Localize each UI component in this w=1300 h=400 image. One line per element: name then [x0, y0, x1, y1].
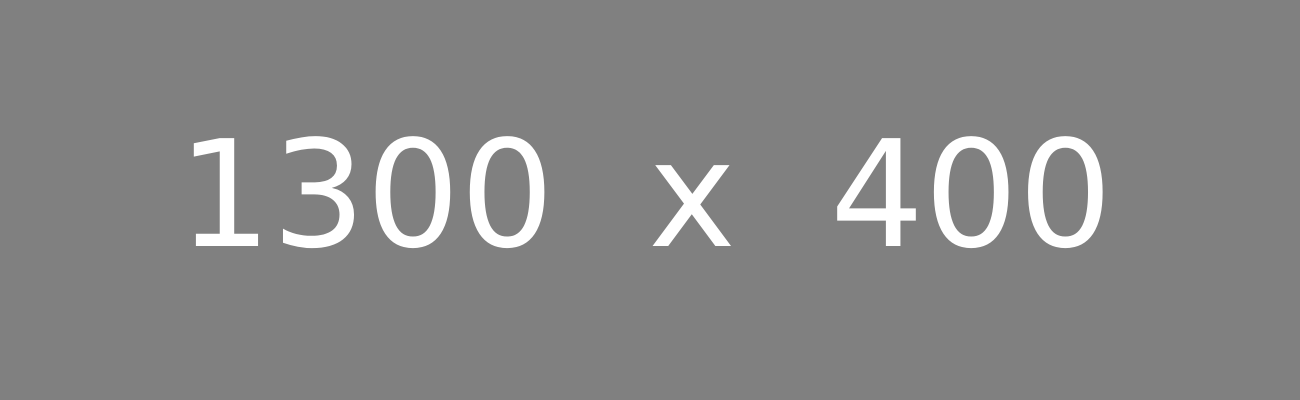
placeholder-dimensions-text: 1300 x 400 [177, 109, 1113, 281]
